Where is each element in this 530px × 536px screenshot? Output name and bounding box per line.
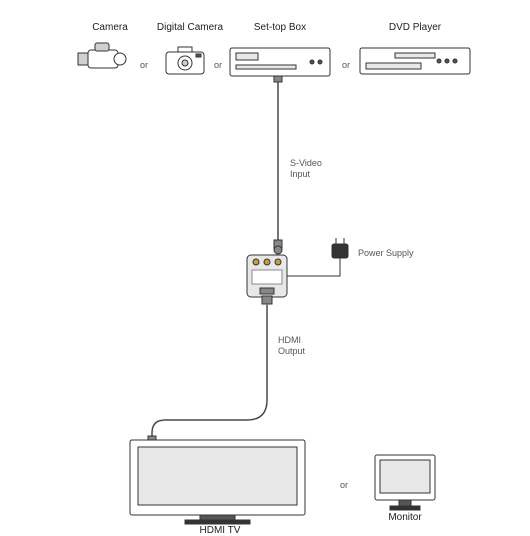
svideo-cable xyxy=(274,76,282,254)
hdmi-cable xyxy=(148,296,272,442)
settop-box-icon xyxy=(230,48,330,76)
digital-camera-label: Digital Camera xyxy=(150,22,230,33)
diagram-canvas xyxy=(0,0,530,530)
svideo-label: S-Video Input xyxy=(290,158,322,180)
or-sep-4: or xyxy=(340,480,348,490)
camcorder-icon xyxy=(78,43,126,68)
dvd-player-icon xyxy=(360,48,470,74)
digital-camera-icon xyxy=(166,47,204,74)
hdmi-tv-icon xyxy=(130,440,305,524)
or-sep-2: or xyxy=(214,60,222,70)
converter-box-icon xyxy=(247,255,287,297)
settop-label: Set-top Box xyxy=(240,22,320,33)
monitor-icon xyxy=(375,455,435,510)
hdmi-label: HDMI Output xyxy=(278,335,305,357)
power-label: Power Supply xyxy=(358,248,414,258)
or-sep-3: or xyxy=(342,60,350,70)
tv-label: HDMI TV xyxy=(195,525,245,536)
camera-label: Camera xyxy=(80,22,140,33)
monitor-label: Monitor xyxy=(380,512,430,523)
dvd-label: DVD Player xyxy=(370,22,460,33)
or-sep-1: or xyxy=(140,60,148,70)
power-cable xyxy=(287,238,348,276)
